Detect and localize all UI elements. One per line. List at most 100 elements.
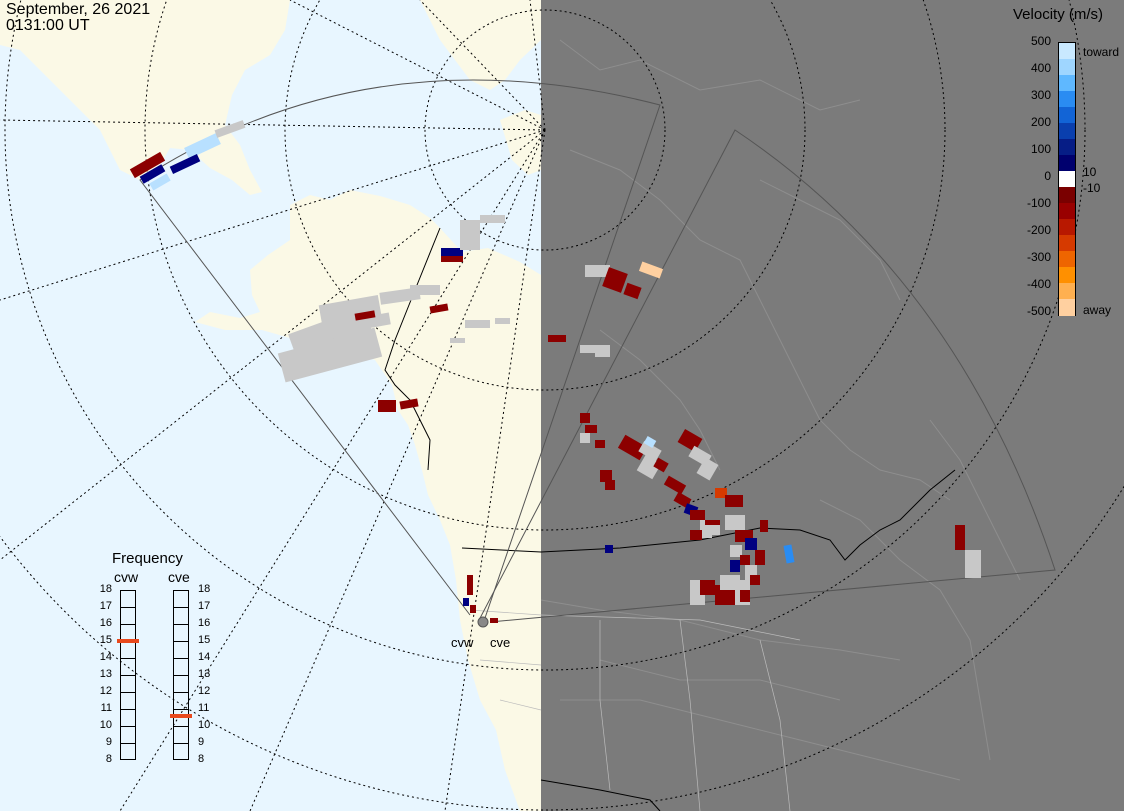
velocity-tick-label: -10 [1083,181,1101,195]
scatter-cell [740,590,750,602]
date-label: September, 26 2021 [6,1,151,18]
night-shade [541,0,1124,811]
scatter-cell [184,133,221,159]
velocity-tick-label: 400 [1030,61,1051,75]
scatter-cell [690,510,705,520]
scatter-cell [277,327,383,383]
frequency-indicator-cvw [117,639,139,643]
scatter-cell [725,515,745,530]
scatter-cell [605,480,615,490]
colorbar-swatch [1059,187,1075,204]
scatter-cell [602,267,628,293]
scatter-cell [318,294,382,326]
scatter-cell [580,345,605,353]
colorbar-swatch [1059,251,1075,268]
scatter-cell [696,457,719,481]
velocity-tick-label: 10 [1083,165,1097,179]
scatter-cell [730,560,740,572]
frequency-scale-label: 15 [99,634,112,646]
scatter-cell [730,545,742,557]
scatter-cell [169,154,201,174]
scatter-cell [705,525,720,535]
scatter-cell [955,525,965,550]
frequency-gridline [174,726,188,727]
scatter-cell [585,425,597,433]
scatter-cell [495,318,510,324]
frequency-scale-label: 14 [198,651,211,663]
scatter-cell [965,550,981,578]
land-siberia [0,0,290,195]
scatter-cell [663,475,687,495]
velocity-tick-label: -100 [1026,196,1051,210]
frequency-scale-label: 12 [99,685,112,697]
scatter-cell [700,580,715,595]
frequency-gridline [121,743,135,744]
land-island-2 [500,110,541,175]
freq-label-cvw: cvw [114,569,139,585]
frequency-gridline [174,607,188,608]
borders [384,227,956,811]
velocity-tick-label: 300 [1030,88,1051,102]
toward-label: toward [1083,45,1120,59]
frequency-scale-label: 18 [99,583,112,595]
frequency-gridline [121,709,135,710]
frequency-scale-label: 9 [198,736,205,748]
scatter-cell [715,488,727,498]
frequency-scale-label: 14 [99,651,112,663]
radar-site-marker [477,616,489,628]
frequency-scale-label: 17 [99,600,112,612]
scatter-cell [783,544,795,564]
scatter-cell [745,538,757,550]
colorbar-swatch [1059,235,1075,252]
frequency-scale-label: 10 [99,719,112,731]
scatter-cell [441,248,463,256]
velocity-tick-label: -400 [1026,277,1051,291]
frequency-scale-label: 8 [105,753,112,765]
scatter-cell [441,256,463,262]
scatter-cell [463,598,469,606]
scatter-cell [580,433,590,443]
scatter-cell [465,320,490,328]
colorbar-swatch [1059,219,1075,236]
freq-label-cve: cve [168,569,190,585]
state-lines [469,609,801,811]
scatter-cell [450,338,465,343]
frequency-gridline [174,658,188,659]
colorbar-swatch [1059,91,1075,108]
scatter-cell [605,545,613,553]
scatter-cell [740,555,750,565]
time-label: 0131:00 UT [6,17,90,34]
frequency-scale-label: 8 [198,753,205,765]
scatter-cell [467,575,473,595]
velocity-tick-label: -500 [1026,304,1051,318]
scatter-cell [585,265,610,277]
frequency-gridline [121,675,135,676]
colorbar-swatch [1059,59,1075,76]
colorbar-swatch [1059,203,1075,220]
scatter-cell [636,454,662,480]
colorbar-swatch [1059,299,1075,316]
scatter-cell [623,282,642,300]
frequency-gridline [174,743,188,744]
frequency-gridline [121,726,135,727]
radar-label-cvw: cvw [451,635,474,650]
scatter-cell [690,530,702,540]
fov-cve [477,129,1056,623]
colorbar-swatch [1059,283,1075,300]
scatter-cell [705,520,720,528]
scatter-cell [399,398,419,410]
colorbar-swatch [1059,155,1075,172]
velocity-scale-title: Velocity (m/s) [1013,6,1104,23]
frequency-scale-label: 18 [198,583,211,595]
scatter-cell [750,575,760,585]
frequency-scale-label: 13 [99,668,112,680]
frequency-gridline [174,641,188,642]
velocity-tick-label: -200 [1026,223,1051,237]
scatter-cell [580,413,590,423]
land-masses [0,0,541,811]
velocity-tick-label: 500 [1030,34,1051,48]
frequency-gridline [174,692,188,693]
velocity-colorbar [1058,42,1076,316]
scatter-cell [643,436,657,448]
